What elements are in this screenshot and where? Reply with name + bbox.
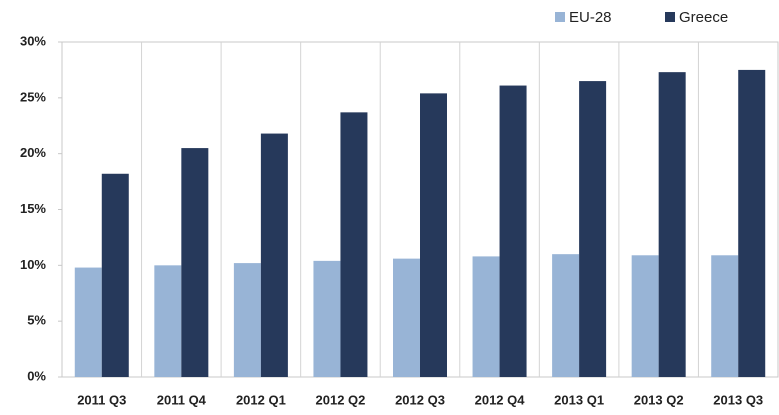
y-tick-label: 20%	[20, 145, 46, 160]
bar	[313, 260, 341, 377]
legend-label: Greece	[679, 9, 728, 26]
bar	[738, 69, 766, 378]
bar	[472, 256, 500, 377]
x-tick-label: 2012 Q1	[236, 392, 286, 407]
bar	[499, 85, 527, 378]
x-tick-label: 2013 Q3	[713, 392, 763, 407]
bar	[658, 72, 686, 378]
x-tick-label: 2012 Q2	[316, 392, 366, 407]
bar	[579, 81, 607, 377]
legend-label: EU-28	[569, 9, 612, 26]
y-tick-label: 25%	[20, 89, 46, 104]
bar	[260, 133, 288, 377]
bar	[101, 173, 129, 377]
x-tick-label: 2013 Q2	[634, 392, 684, 407]
y-tick-label: 15%	[20, 201, 46, 216]
legend-swatch	[665, 12, 675, 22]
bar	[711, 255, 739, 377]
x-tick-label: 2011 Q3	[77, 392, 126, 407]
y-tick-label: 30%	[20, 33, 46, 48]
bar	[181, 148, 209, 377]
bar	[420, 93, 447, 377]
y-tick-label: 10%	[20, 257, 46, 272]
y-tick-label: 0%	[27, 368, 46, 383]
bar	[74, 267, 102, 377]
bar	[233, 263, 261, 377]
legend-swatch	[555, 12, 565, 22]
bar	[154, 265, 182, 377]
y-tick-label: 5%	[27, 313, 46, 328]
bar	[340, 112, 368, 377]
bar	[393, 258, 420, 377]
x-tick-label: 2011 Q4	[157, 392, 207, 407]
bar	[552, 254, 580, 377]
x-tick-label: 2013 Q1	[554, 392, 604, 407]
bar	[631, 255, 659, 377]
x-tick-label: 2012 Q4	[475, 392, 526, 407]
x-tick-label: 2012 Q3	[395, 392, 445, 407]
